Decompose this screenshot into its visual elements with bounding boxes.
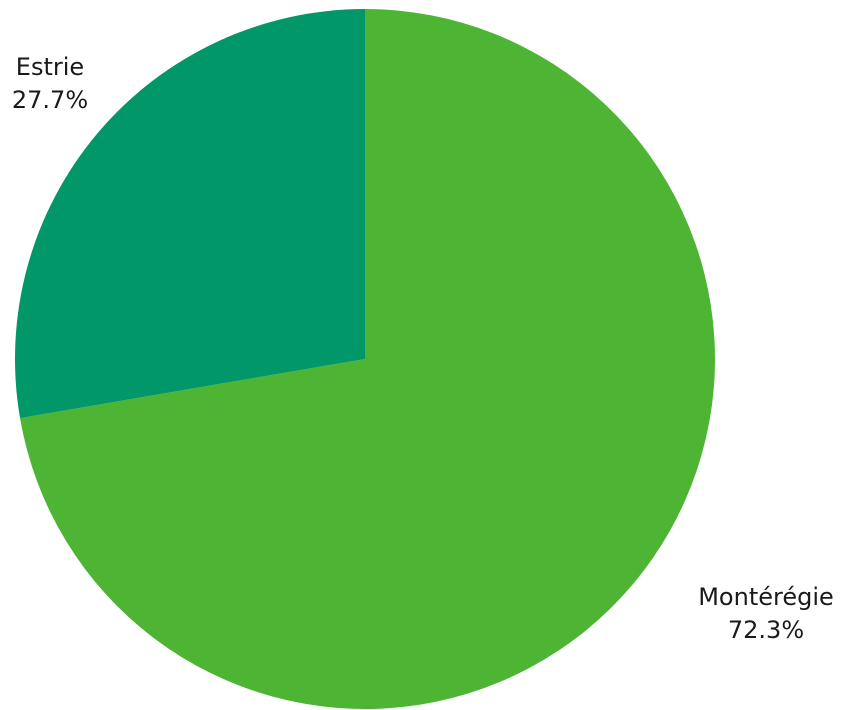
pie-label-percent: 27.7%	[12, 86, 88, 114]
pie-label-estrie: Estrie 27.7%	[12, 53, 88, 114]
pie-label-percent: 72.3%	[728, 616, 804, 644]
pie-slice-monteregie	[20, 9, 715, 709]
pie-labels: Montérégie 72.3% Estrie 27.7%	[12, 53, 834, 644]
pie-slice-estrie	[14, 9, 365, 419]
pie-label-name: Estrie	[16, 53, 84, 81]
pie-label-monteregie: Montérégie 72.3%	[698, 583, 834, 644]
pie-slices	[14, 9, 715, 709]
pie-label-name: Montérégie	[698, 583, 834, 611]
